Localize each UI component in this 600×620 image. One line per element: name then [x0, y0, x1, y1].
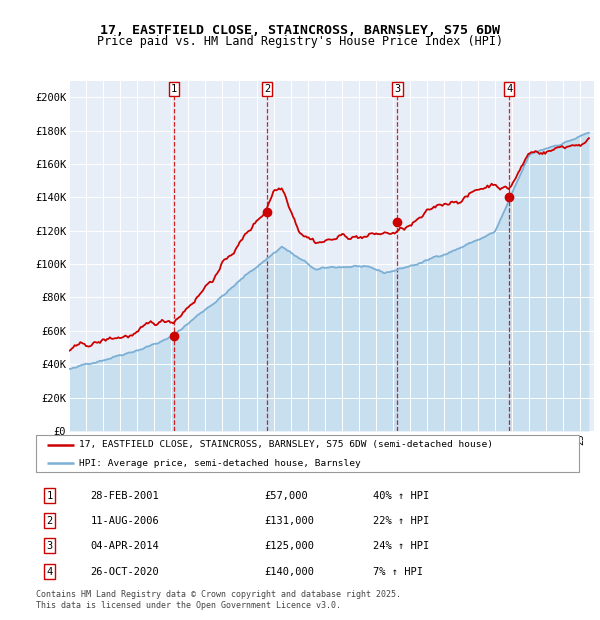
Text: £125,000: £125,000 — [264, 541, 314, 551]
Text: 1: 1 — [46, 491, 53, 501]
Text: £57,000: £57,000 — [264, 491, 308, 501]
Text: 2: 2 — [264, 84, 270, 94]
Text: 04-APR-2014: 04-APR-2014 — [91, 541, 159, 551]
Text: £131,000: £131,000 — [264, 516, 314, 526]
Text: 17, EASTFIELD CLOSE, STAINCROSS, BARNSLEY, S75 6DW: 17, EASTFIELD CLOSE, STAINCROSS, BARNSLE… — [100, 24, 500, 37]
Text: 4: 4 — [506, 84, 512, 94]
FancyBboxPatch shape — [36, 435, 579, 472]
Text: 24% ↑ HPI: 24% ↑ HPI — [373, 541, 429, 551]
Text: 17, EASTFIELD CLOSE, STAINCROSS, BARNSLEY, S75 6DW (semi-detached house): 17, EASTFIELD CLOSE, STAINCROSS, BARNSLE… — [79, 440, 493, 449]
Text: Contains HM Land Registry data © Crown copyright and database right 2025.
This d: Contains HM Land Registry data © Crown c… — [36, 590, 401, 609]
Text: 26-OCT-2020: 26-OCT-2020 — [91, 567, 159, 577]
Text: 40% ↑ HPI: 40% ↑ HPI — [373, 491, 429, 501]
Text: 4: 4 — [46, 567, 53, 577]
Text: 7% ↑ HPI: 7% ↑ HPI — [373, 567, 422, 577]
Text: HPI: Average price, semi-detached house, Barnsley: HPI: Average price, semi-detached house,… — [79, 459, 361, 467]
Text: 22% ↑ HPI: 22% ↑ HPI — [373, 516, 429, 526]
Text: 2: 2 — [46, 516, 53, 526]
Text: 28-FEB-2001: 28-FEB-2001 — [91, 491, 159, 501]
Text: 3: 3 — [394, 84, 400, 94]
Text: Price paid vs. HM Land Registry's House Price Index (HPI): Price paid vs. HM Land Registry's House … — [97, 35, 503, 48]
Text: 1: 1 — [171, 84, 177, 94]
Text: 3: 3 — [46, 541, 53, 551]
Text: 11-AUG-2006: 11-AUG-2006 — [91, 516, 159, 526]
Text: £140,000: £140,000 — [264, 567, 314, 577]
